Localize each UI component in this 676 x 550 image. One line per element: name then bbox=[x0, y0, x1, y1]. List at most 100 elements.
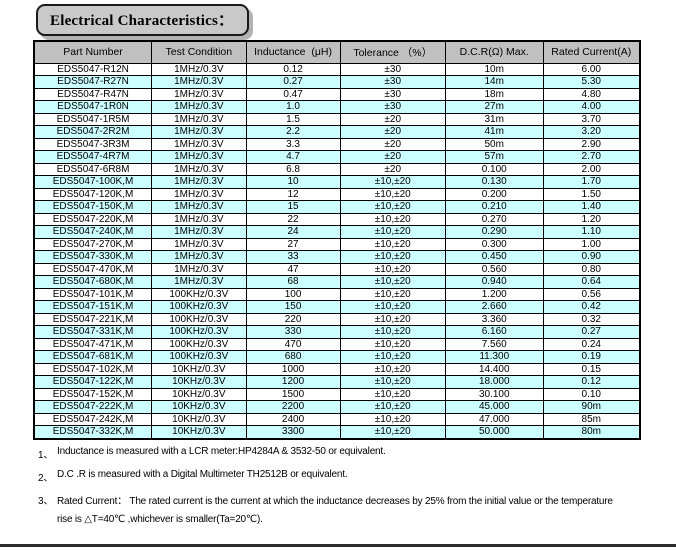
table-row: EDS5047-101K,M 100KHz/0.3V 100 ±10,±20 1.200… bbox=[33, 287, 641, 301]
cell-dcr-max: 14m bbox=[444, 75, 544, 89]
cell-rated-current: 85m bbox=[542, 412, 641, 426]
cell-test-condition: 1MHz/0.3V bbox=[151, 150, 247, 164]
cell-part-number: EDS5047-100K,M bbox=[33, 175, 153, 189]
table-row: EDS5047-330K,M 1MHz/0.3V 33 ±10,±20 0.450 0.9… bbox=[33, 250, 641, 264]
cell-tolerance: ±10,±20 bbox=[339, 250, 446, 264]
page-bottom-rule bbox=[0, 544, 676, 547]
cell-part-number: EDS5047-2R2M bbox=[33, 125, 153, 139]
cell-inductance: 0.27 bbox=[245, 75, 341, 89]
cell-part-number: EDS5047-R47N bbox=[33, 87, 153, 101]
cell-part-number: EDS5047-220K,M bbox=[33, 212, 153, 226]
cell-part-number: EDS5047-101K,M bbox=[33, 287, 153, 301]
cell-part-number: EDS5047-151K,M bbox=[33, 300, 153, 314]
cell-dcr-max: 3.360 bbox=[444, 312, 544, 326]
cell-inductance: 220 bbox=[245, 312, 341, 326]
cell-part-number: EDS5047-102K,M bbox=[33, 362, 153, 376]
cell-dcr-max: 0.200 bbox=[444, 187, 544, 201]
cell-dcr-max: 0.130 bbox=[444, 175, 544, 189]
cell-inductance: 1000 bbox=[245, 362, 341, 376]
cell-inductance: 680 bbox=[245, 350, 341, 364]
title-box: Electrical Characteristics： bbox=[36, 4, 250, 36]
cell-dcr-max: 0.300 bbox=[444, 237, 544, 251]
cell-rated-current: 0.80 bbox=[542, 262, 641, 276]
table-row: EDS5047-471K,M 100KHz/0.3V 470 ±10,±20 7.560… bbox=[33, 337, 641, 351]
cell-part-number: EDS5047-152K,M bbox=[33, 387, 153, 401]
table-row: EDS5047-222K,M 10KHz/0.3V 2200 ±10,±20 45.00… bbox=[33, 400, 641, 414]
table-row: EDS5047-3R3M 1MHz/0.3V 3.3 ±20 50m 2.90 bbox=[33, 137, 641, 151]
cell-tolerance: ±10,±20 bbox=[339, 262, 446, 276]
cell-dcr-max: 10m bbox=[444, 62, 544, 76]
cell-dcr-max: 7.560 bbox=[444, 337, 544, 351]
cell-tolerance: ±10,±20 bbox=[339, 287, 446, 301]
cell-test-condition: 1MHz/0.3V bbox=[151, 275, 247, 289]
note-number: 3、 bbox=[38, 496, 54, 507]
column-header-dcr-max: D.C.R(Ω) Max. bbox=[444, 40, 544, 64]
cell-rated-current: 1.50 bbox=[542, 187, 641, 201]
cell-dcr-max: 0.210 bbox=[444, 200, 544, 214]
cell-rated-current: 0.24 bbox=[542, 337, 641, 351]
cell-part-number: EDS5047-270K,M bbox=[33, 237, 153, 251]
cell-part-number: EDS5047-221K,M bbox=[33, 312, 153, 326]
cell-rated-current: 0.42 bbox=[542, 300, 641, 314]
cell-part-number: EDS5047-240K,M bbox=[33, 225, 153, 239]
cell-test-condition: 1MHz/0.3V bbox=[151, 137, 247, 151]
cell-test-condition: 100KHz/0.3V bbox=[151, 287, 247, 301]
cell-rated-current: 2.70 bbox=[542, 150, 641, 164]
cell-rated-current: 0.19 bbox=[542, 350, 641, 364]
note-line: rise is △T=40℃ ,whichever is smaller(Ta=… bbox=[57, 514, 263, 525]
page-title: Electrical Characteristics： bbox=[50, 13, 234, 29]
cell-part-number: EDS5047-471K,M bbox=[33, 337, 153, 351]
cell-test-condition: 100KHz/0.3V bbox=[151, 300, 247, 314]
cell-tolerance: ±30 bbox=[339, 62, 446, 76]
cell-part-number: EDS5047-R27N bbox=[33, 75, 153, 89]
cell-rated-current: 1.70 bbox=[542, 175, 641, 189]
cell-part-number: EDS5047-1R5M bbox=[33, 112, 153, 126]
column-header-inductance: Inductance (μH) bbox=[245, 40, 341, 64]
note-text: Inductance is measured with a LCR meter:… bbox=[57, 446, 386, 461]
note: 2、 D.C .R is measured with a Digital Mult… bbox=[38, 469, 676, 484]
cell-dcr-max: 41m bbox=[444, 125, 544, 139]
cell-inductance: 12 bbox=[245, 187, 341, 201]
note-number: 1、 bbox=[38, 450, 54, 461]
cell-dcr-max: 31m bbox=[444, 112, 544, 126]
cell-test-condition: 1MHz/0.3V bbox=[151, 125, 247, 139]
table-row: EDS5047-470K,M 1MHz/0.3V 47 ±10,±20 0.560 0.8… bbox=[33, 262, 641, 276]
cell-part-number: EDS5047-3R3M bbox=[33, 137, 153, 151]
cell-rated-current: 80m bbox=[542, 425, 641, 439]
cell-dcr-max: 27m bbox=[444, 100, 544, 114]
cell-rated-current: 1.20 bbox=[542, 212, 641, 226]
cell-tolerance: ±10,±20 bbox=[339, 187, 446, 201]
cell-dcr-max: 0.290 bbox=[444, 225, 544, 239]
cell-part-number: EDS5047-150K,M bbox=[33, 200, 153, 214]
cell-dcr-max: 14.400 bbox=[444, 362, 544, 376]
cell-rated-current: 0.15 bbox=[542, 362, 641, 376]
cell-part-number: EDS5047-122K,M bbox=[33, 375, 153, 389]
cell-tolerance: ±30 bbox=[339, 100, 446, 114]
cell-dcr-max: 45.000 bbox=[444, 400, 544, 414]
cell-test-condition: 1MHz/0.3V bbox=[151, 100, 247, 114]
cell-test-condition: 1MHz/0.3V bbox=[151, 162, 247, 176]
cell-part-number: EDS5047-R12N bbox=[33, 62, 153, 76]
column-header-tolerance: Tolerance （%） bbox=[339, 40, 446, 64]
note-line: D.C .R is measured with a Digital Multim… bbox=[57, 469, 348, 480]
cell-tolerance: ±10,±20 bbox=[339, 350, 446, 364]
table-row: EDS5047-681K,M 100KHz/0.3V 680 ±10,±20 11.30… bbox=[33, 350, 641, 364]
table-row: EDS5047-120K,M 1MHz/0.3V 12 ±10,±20 0.200 1.5… bbox=[33, 187, 641, 201]
electrical-characteristics-table: Part Number Test Condition Inductance (μH)… bbox=[33, 40, 641, 440]
cell-dcr-max: 2.660 bbox=[444, 300, 544, 314]
cell-inductance: 33 bbox=[245, 250, 341, 264]
cell-tolerance: ±10,±20 bbox=[339, 225, 446, 239]
cell-tolerance: ±30 bbox=[339, 75, 446, 89]
cell-test-condition: 1MHz/0.3V bbox=[151, 262, 247, 276]
cell-rated-current: 1.10 bbox=[542, 225, 641, 239]
cell-tolerance: ±20 bbox=[339, 162, 446, 176]
cell-rated-current: 0.12 bbox=[542, 375, 641, 389]
cell-part-number: EDS5047-4R7M bbox=[33, 150, 153, 164]
cell-tolerance: ±20 bbox=[339, 137, 446, 151]
cell-dcr-max: 18.000 bbox=[444, 375, 544, 389]
cell-test-condition: 10KHz/0.3V bbox=[151, 425, 247, 439]
note-number: 2、 bbox=[38, 473, 54, 484]
cell-test-condition: 10KHz/0.3V bbox=[151, 375, 247, 389]
cell-dcr-max: 0.450 bbox=[444, 250, 544, 264]
cell-test-condition: 1MHz/0.3V bbox=[151, 187, 247, 201]
